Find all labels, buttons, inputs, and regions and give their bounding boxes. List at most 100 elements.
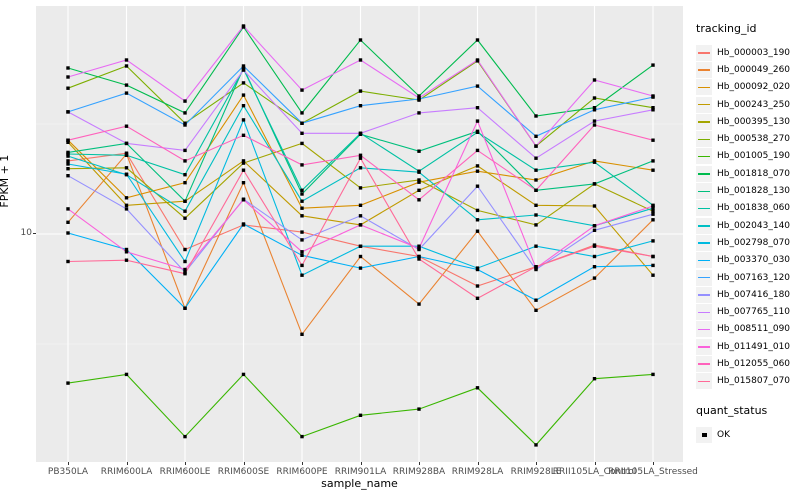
data-point	[358, 38, 363, 42]
x-tick-label: RRIM928LA	[451, 467, 504, 477]
data-point	[651, 209, 655, 213]
data-point	[300, 214, 304, 218]
data-point	[124, 141, 129, 146]
data-point	[66, 152, 70, 156]
data-point	[651, 108, 655, 112]
x-tick-label: PB350LA	[47, 467, 89, 477]
data-point	[534, 265, 538, 269]
data-point	[475, 148, 480, 153]
legend-key	[696, 131, 712, 148]
data-point	[183, 306, 187, 310]
legend-swatch-line	[698, 104, 710, 106]
data-point	[241, 81, 246, 85]
legend-swatch-line	[698, 52, 710, 54]
data-point	[534, 188, 538, 192]
legend-key	[696, 183, 712, 200]
data-point	[592, 254, 597, 259]
data-point	[66, 75, 70, 79]
data-point	[183, 148, 187, 153]
data-point	[592, 160, 597, 164]
data-point	[534, 203, 538, 207]
legend-item-label: Hb_007416_180	[717, 289, 791, 300]
legend-item-label: Hb_003370_030	[717, 255, 791, 266]
data-point	[534, 223, 538, 227]
data-point	[417, 198, 421, 202]
legend-item: Hb_000003_190	[696, 44, 800, 61]
data-point	[300, 434, 304, 439]
y-tick-mark	[33, 233, 36, 234]
legend-item: Hb_001828_130	[696, 182, 800, 200]
legend-key	[696, 338, 712, 355]
data-point	[651, 254, 655, 259]
data-point	[358, 223, 363, 227]
data-point	[651, 218, 655, 222]
legend-key	[696, 321, 712, 338]
data-point	[592, 228, 597, 232]
data-point	[534, 134, 538, 138]
data-point	[651, 159, 655, 163]
data-point	[66, 381, 70, 385]
data-point	[475, 169, 480, 173]
quant-legend-items: OK	[696, 426, 800, 443]
data-point	[592, 108, 597, 112]
data-point	[241, 161, 246, 165]
data-point	[417, 246, 421, 251]
data-point	[475, 119, 480, 123]
data-point	[124, 203, 129, 207]
legend-item: Hb_000092_020	[696, 79, 800, 96]
data-point	[651, 63, 655, 67]
data-point	[300, 131, 304, 135]
legend-item-label: Hb_012055_060	[717, 358, 791, 369]
data-point	[475, 38, 480, 42]
legend-item: Hb_001818_070	[696, 165, 800, 182]
legend-key	[696, 165, 712, 182]
data-point	[417, 178, 421, 182]
x-tick-label: RRII105LA_Stressed	[608, 467, 698, 477]
data-point	[66, 231, 70, 235]
data-point	[592, 78, 597, 82]
data-point	[300, 253, 304, 257]
data-point	[66, 162, 70, 166]
data-point	[592, 276, 597, 280]
legend-item-label: Hb_000003_190	[717, 47, 791, 58]
data-point	[358, 156, 363, 160]
legend-swatch-line	[698, 363, 710, 365]
legend-item-label: Hb_000092_020	[717, 82, 791, 93]
data-point	[124, 250, 129, 254]
data-point	[241, 222, 246, 226]
data-point	[183, 434, 187, 439]
legend-key	[696, 148, 712, 165]
data-point	[241, 168, 246, 172]
data-point	[475, 296, 480, 300]
data-point	[475, 229, 480, 233]
data-point	[651, 106, 655, 110]
data-point	[534, 114, 538, 118]
data-point	[417, 407, 421, 411]
data-point	[592, 204, 597, 208]
legend-item-label: Hb_008511_090	[717, 324, 791, 335]
legend-key	[696, 200, 712, 217]
data-point	[534, 443, 538, 447]
data-point	[358, 89, 363, 93]
x-tick-mark	[477, 462, 479, 465]
data-point	[241, 24, 246, 28]
legend-item: Hb_008511_090	[696, 321, 800, 338]
data-point	[124, 372, 129, 377]
data-point	[592, 106, 597, 110]
data-point	[475, 208, 480, 213]
plot-panel	[36, 6, 683, 462]
data-point	[300, 230, 304, 234]
data-point	[241, 198, 246, 202]
data-point	[124, 58, 129, 62]
data-point	[124, 247, 129, 252]
data-point	[66, 138, 70, 142]
data-point	[651, 263, 655, 268]
legend-key	[696, 113, 712, 130]
x-tick-label: RRIM928BA	[392, 467, 446, 477]
legend-item-label: Hb_000395_130	[717, 116, 791, 127]
data-point	[183, 99, 187, 103]
x-axis-title: sample_name	[321, 477, 398, 490]
data-point	[592, 182, 597, 186]
data-point	[124, 91, 129, 95]
data-point	[124, 196, 129, 200]
